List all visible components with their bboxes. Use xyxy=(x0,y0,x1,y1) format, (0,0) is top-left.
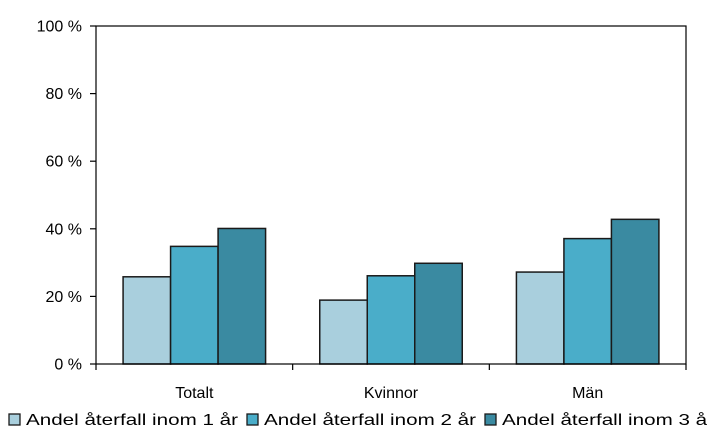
bar-1-totalt xyxy=(122,276,172,365)
bar-3-kvinnor xyxy=(414,262,463,365)
x-axis: Totalt Kvinnor Män xyxy=(95,364,687,402)
bar-1-män xyxy=(515,271,565,365)
legend-label: Andel återfall inom 3 år xyxy=(502,411,707,429)
legend-label: Andel återfall inom 1 år xyxy=(26,411,239,429)
legend-swatch xyxy=(484,413,497,426)
bars-group xyxy=(122,218,660,365)
legend-label: Andel återfall inom 2 år xyxy=(264,411,477,429)
legend-swatch xyxy=(8,413,21,426)
bar-2-kvinnor xyxy=(366,275,416,365)
bar-3-totalt xyxy=(217,227,267,365)
y-tick-label: 100 % xyxy=(37,19,82,36)
y-tick-label: 20 % xyxy=(46,289,82,306)
legend-swatch xyxy=(246,413,259,426)
x-category-label: Kvinnor xyxy=(364,385,419,402)
bar-2-totalt xyxy=(169,245,219,365)
legend: Andel återfall inom 1 år Andel återfall i… xyxy=(8,411,707,429)
y-tick-label: 80 % xyxy=(46,86,82,103)
plot-area-frame xyxy=(95,25,687,365)
y-tick-label: 40 % xyxy=(46,221,82,238)
y-tick-label: 60 % xyxy=(46,154,82,171)
x-category-label: Totalt xyxy=(175,385,214,402)
y-tick-label: 0 % xyxy=(54,357,82,374)
x-category-label: Män xyxy=(572,385,603,402)
bar-1-kvinnor xyxy=(319,299,368,365)
y-axis: 0 % 20 % 40 % 60 % 80 % 100 % xyxy=(37,19,96,374)
bar-2-män xyxy=(563,237,613,365)
bar-3-män xyxy=(610,218,660,365)
